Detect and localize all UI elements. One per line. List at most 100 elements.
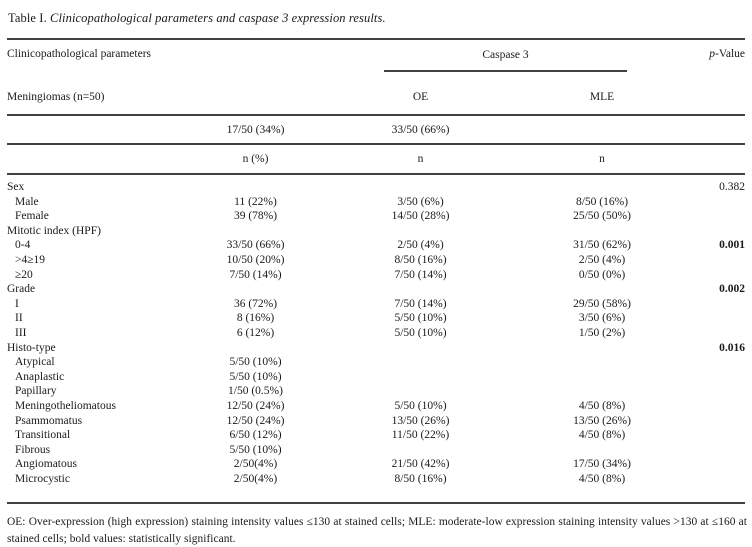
total-cell: 12/50 (24%) (226, 414, 285, 427)
mle-cell (502, 384, 702, 399)
row-label: Female (15, 210, 49, 223)
table-row: Microcystic 2/50(4%) 8/50 (16%) 4/50 (8%… (7, 472, 745, 504)
row-label: Microcystic (15, 472, 70, 485)
table-row: >4≥19 10/50 (20%) 8/50 (16%) 2/50 (4%) (7, 253, 745, 268)
p-value-cell (702, 268, 745, 283)
total-cell: 39 (78%) (233, 210, 278, 223)
p-value-cell: 0.016 (719, 341, 745, 354)
table-row: ≥20 7/50 (14%) 7/50 (14%) 0/50 (0%) (7, 268, 745, 283)
total-cell: 5/50 (10%) (229, 370, 282, 383)
row-label: Male (15, 195, 39, 208)
mle-cell (502, 282, 702, 297)
row-label: Mitotic index (HPF) (7, 224, 101, 237)
table-row: Angiomatous 2/50(4%) 21/50 (42%) 17/50 (… (7, 457, 745, 472)
header-n-mle: n (502, 144, 702, 175)
mle-cell: 25/50 (50%) (573, 210, 631, 223)
summary-total-cell: 17/50 (34%) (172, 115, 339, 145)
oe-cell: 8/50 (16%) (394, 253, 447, 266)
total-cell: 36 (72%) (233, 297, 278, 310)
table-row: Male 11 (22%) 3/50 (6%) 8/50 (16%) (7, 195, 745, 210)
p-value-cell (702, 399, 745, 414)
mle-cell: 29/50 (58%) (573, 297, 631, 310)
header-spacer (702, 80, 745, 116)
header-n-percent: n (%) (172, 144, 339, 175)
total-cell: 11 (22%) (234, 195, 277, 208)
header-meningiomas: Meningiomas (n=50) (7, 80, 172, 116)
oe-cell (339, 224, 502, 239)
p-value-cell (702, 414, 745, 429)
row-label: Histo-type (7, 341, 56, 354)
p-value-cell: 0.382 (719, 181, 745, 193)
total-cell: 7/50 (14%) (229, 268, 282, 281)
mle-cell: 2/50 (4%) (578, 253, 626, 266)
oe-cell: 7/50 (14%) (394, 268, 447, 281)
header-row-subgroups: Meningiomas (n=50) OE MLE (7, 80, 745, 116)
table-body: Sex 0.382 Male 11 (22%) 3/50 (6%) 8/50 (… (7, 174, 745, 504)
table-header: Clinicopathological parameters Caspase 3… (7, 38, 745, 175)
total-cell: 33/50 (66%) (226, 239, 285, 252)
table-row: Atypical 5/50 (10%) (7, 355, 745, 370)
table-row: Anaplastic 5/50 (10%) (7, 370, 745, 385)
oe-cell (339, 174, 502, 195)
header-spacer (172, 80, 339, 116)
oe-cell: 5/50 (10%) (394, 399, 447, 412)
oe-cell: 3/50 (6%) (397, 195, 444, 208)
mle-cell (502, 224, 702, 239)
row-label: Angiomatous (15, 458, 77, 471)
mle-cell: 4/50 (8%) (578, 472, 626, 485)
mle-cell (502, 443, 702, 458)
table-row: 0-4 33/50 (66%) 2/50 (4%) 31/50 (62%) 0.… (7, 238, 745, 253)
total-cell: 10/50 (20%) (226, 253, 285, 266)
table-row: Mitotic index (HPF) (7, 224, 745, 239)
oe-cell (339, 341, 502, 356)
summary-spacer (702, 115, 745, 145)
header-caspase3-group-cell: Caspase 3 (339, 38, 702, 80)
table-row: Meningotheliomatous 12/50 (24%) 5/50 (10… (7, 399, 745, 414)
table-row: Grade 0.002 (7, 282, 745, 297)
n-header-spacer (702, 144, 745, 175)
row-label: Meningotheliomatous (15, 399, 116, 412)
p-value-cell: 0.001 (719, 239, 745, 252)
oe-cell: 5/50 (10%) (394, 326, 447, 339)
header-caspase3-group: Caspase 3 (384, 40, 627, 72)
table-row: I 36 (72%) 7/50 (14%) 29/50 (58%) (7, 297, 745, 312)
total-cell (172, 341, 339, 356)
mle-cell: 17/50 (34%) (573, 458, 631, 471)
n-header-spacer (7, 144, 172, 175)
mle-cell: 1/50 (2%) (578, 326, 626, 339)
table-title-caption: Clinicopathological parameters and caspa… (50, 11, 386, 25)
header-oe: OE (339, 80, 502, 116)
header-parameters: Clinicopathological parameters (7, 38, 172, 80)
header-spacer (172, 38, 339, 80)
row-label: >4≥19 (15, 253, 46, 266)
mle-cell: 0/50 (0%) (578, 268, 626, 281)
row-label: Psammomatus (15, 414, 83, 427)
table-row: II 8 (16%) 5/50 (10%) 3/50 (6%) (7, 311, 745, 326)
row-label: Atypical (15, 356, 55, 369)
mle-cell: 13/50 (26%) (573, 414, 631, 427)
total-cell (172, 224, 339, 239)
total-cell: 2/50(4%) (233, 458, 278, 471)
p-value-cell (702, 370, 745, 385)
oe-cell: 21/50 (42%) (391, 458, 450, 471)
row-label: Fibrous (15, 443, 51, 456)
oe-cell: 14/50 (28%) (391, 210, 450, 223)
header-mle: MLE (502, 80, 702, 116)
header-p-value-rest: -Value (714, 48, 745, 60)
mle-cell (502, 370, 702, 385)
p-value-cell (702, 384, 745, 399)
p-value-cell: 0.002 (719, 283, 745, 296)
row-label: III (15, 326, 27, 339)
summary-spacer (502, 115, 702, 145)
table-row: Psammomatus 12/50 (24%) 13/50 (26%) 13/5… (7, 414, 745, 429)
row-label: Transitional (15, 429, 71, 442)
total-cell: 1/50 (0.5%) (228, 385, 283, 398)
p-value-cell (702, 428, 745, 443)
mle-cell (502, 174, 702, 195)
p-value-cell (702, 443, 745, 458)
oe-cell (339, 355, 502, 370)
oe-cell: 11/50 (22%) (391, 429, 450, 442)
row-label: Sex (7, 181, 25, 193)
p-value-cell (702, 209, 745, 224)
